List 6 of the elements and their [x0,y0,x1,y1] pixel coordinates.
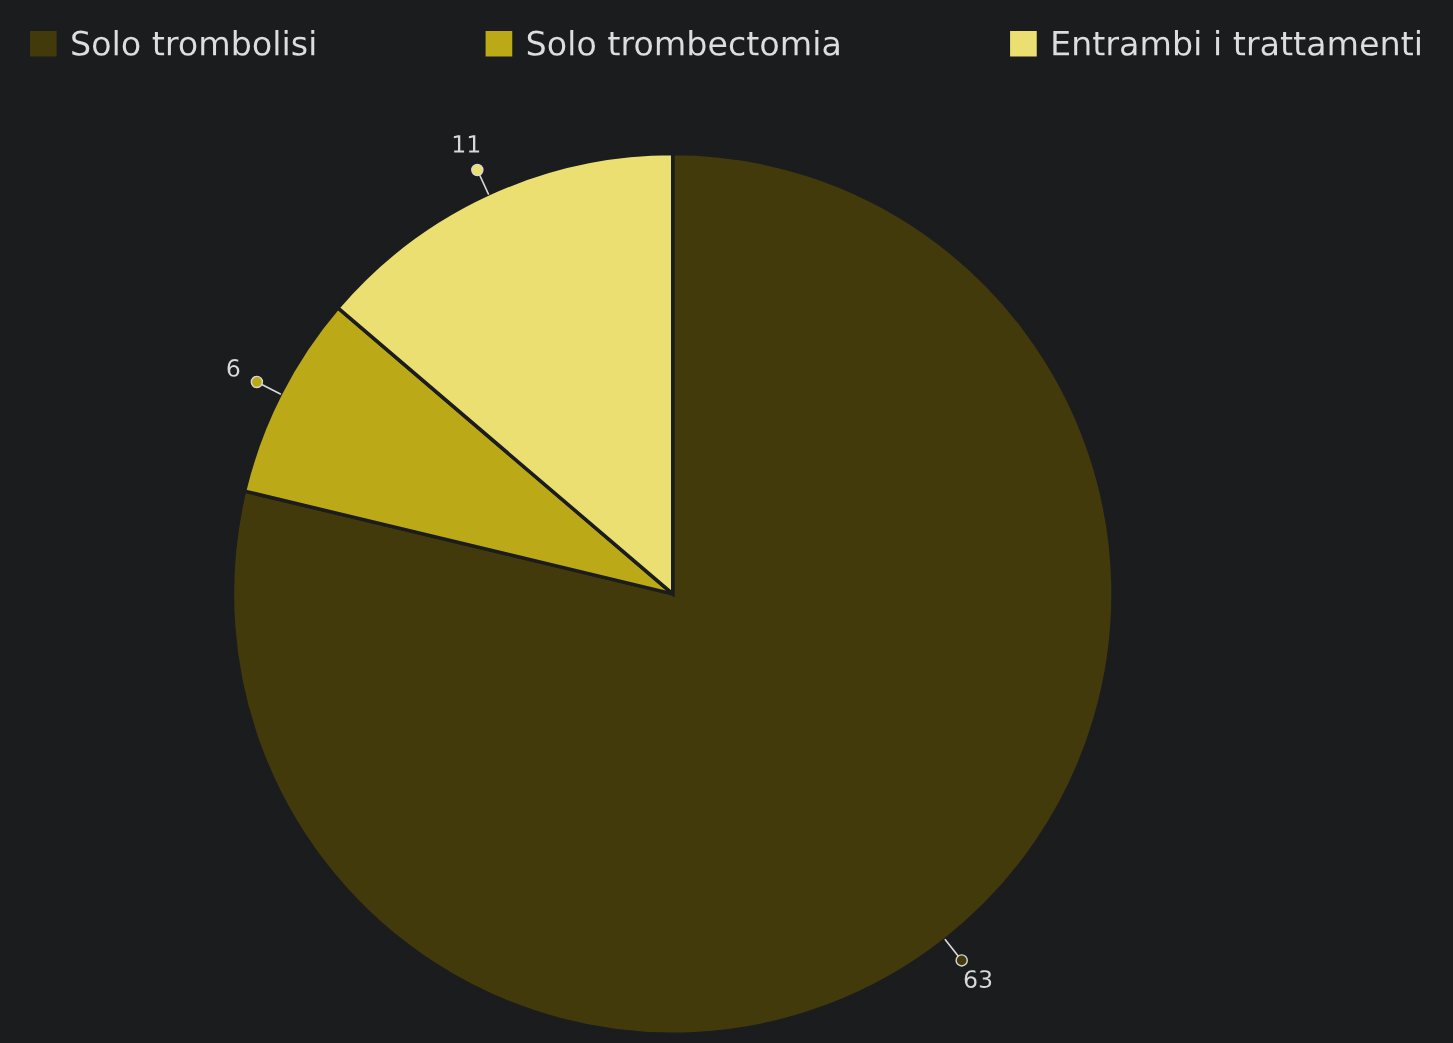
data-label: 63 [964,970,992,989]
data-label: 11 [453,135,480,153]
legend-label: Solo trombectomia [527,30,839,56]
legend-label: Entrambi i trattamenti [1053,30,1420,56]
legend-label: Solo trombolisi [72,30,315,56]
data-label: 6 [227,358,240,377]
